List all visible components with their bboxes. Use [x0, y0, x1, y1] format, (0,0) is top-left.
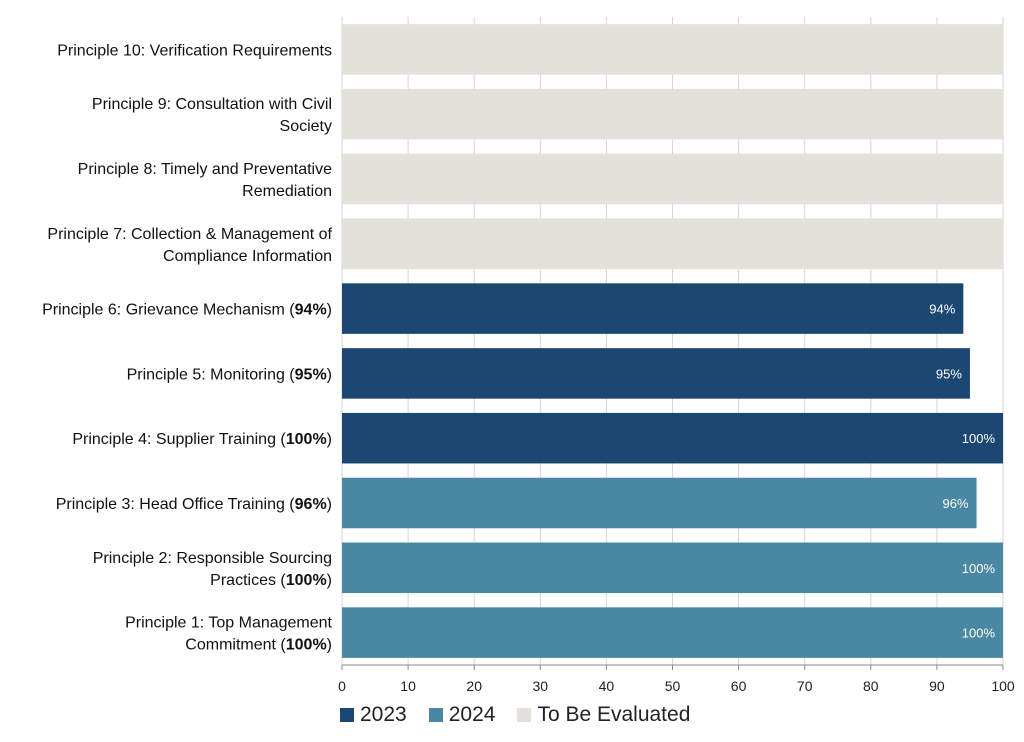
x-tick-label-100: 100 — [991, 678, 1015, 694]
legend-label-2024: 2024 — [448, 703, 496, 726]
x-tick-label-90: 90 — [929, 678, 945, 694]
bar-principle-3 — [342, 477, 977, 529]
legend-item-2024: 2024 — [428, 703, 496, 727]
legend-label-to-be-evaluated: To Be Evaluated — [537, 703, 691, 726]
x-tick-label-80: 80 — [863, 678, 879, 694]
x-tick-label-50: 50 — [665, 678, 681, 694]
bar-principle-10 — [342, 24, 1003, 75]
bar-principle-4 — [342, 412, 1003, 464]
bar-principle-8 — [342, 153, 1003, 205]
data-label-principle-5: 95% — [936, 366, 962, 381]
data-label-principle-3: 96% — [943, 496, 969, 511]
legend-item-2023: 2023 — [340, 703, 407, 727]
x-tick-label-60: 60 — [731, 678, 747, 694]
bar-principle-7 — [342, 218, 1003, 270]
category-label-principle-1: Principle 1: Top Management Commitment (1… — [125, 615, 332, 654]
legend-swatch-2024 — [428, 708, 443, 722]
bar-principle-6 — [342, 283, 964, 334]
data-label-principle-1: 100% — [962, 626, 996, 641]
legend-label-2023: 2023 — [360, 703, 407, 726]
x-tick-label-30: 30 — [533, 678, 549, 694]
category-label-principle-3: Principle 3: Head Office Training (96%) — [56, 496, 332, 513]
bar-principle-9 — [342, 88, 1003, 140]
x-tick-label-0: 0 — [338, 678, 346, 694]
category-label-principle-6: Principle 6: Grievance Mechanism (94%) — [42, 302, 332, 319]
bar-principle-1 — [342, 607, 1003, 658]
data-label-principle-4: 100% — [962, 431, 996, 446]
x-axis: 0 10 20 30 40 50 60 70 80 90 100 — [338, 664, 1015, 694]
data-label-principle-2: 100% — [962, 561, 996, 576]
bar-principle-5 — [342, 348, 970, 399]
x-tick-label-10: 10 — [400, 678, 416, 694]
bars: 94% 95% 100% 96% 100% 100% — [342, 24, 1003, 658]
category-label-principle-8: Principle 8: Timely and Preventative Reme… — [78, 161, 332, 200]
data-label-principle-6: 94% — [929, 302, 955, 317]
category-label-principle-4: Principle 4: Supplier Training (100%) — [72, 431, 332, 448]
x-tick-label-40: 40 — [599, 678, 615, 694]
category-label-principle-7: Principle 7: Collection & Management of C… — [47, 226, 332, 265]
category-label-principle-2: Principle 2: Responsible Sourcing Practic… — [93, 550, 332, 589]
category-label-principle-9: Principle 9: Consultation with Civil Soci… — [92, 96, 332, 135]
x-tick-label-70: 70 — [797, 678, 813, 694]
bar-principle-2 — [342, 542, 1003, 594]
x-tick-label-20: 20 — [466, 678, 482, 694]
category-labels: Principle 10: Verification Requirements P… — [42, 42, 332, 653]
category-label-principle-5: Principle 5: Monitoring (95%) — [127, 366, 332, 383]
bar-chart: 94% 95% 100% 96% 100% 100% 0 10 20 30 40 50 60 70 80 9… — [42, 17, 1015, 694]
category-label-principle-10: Principle 10: Verification Requirements — [57, 42, 332, 59]
legend: 2023 2024 To Be Evaluated — [340, 700, 690, 730]
legend-swatch-to-be-evaluated — [517, 708, 532, 722]
legend-item-to-be-evaluated: To Be Evaluated — [517, 703, 690, 727]
legend-swatch-2023 — [340, 708, 354, 722]
